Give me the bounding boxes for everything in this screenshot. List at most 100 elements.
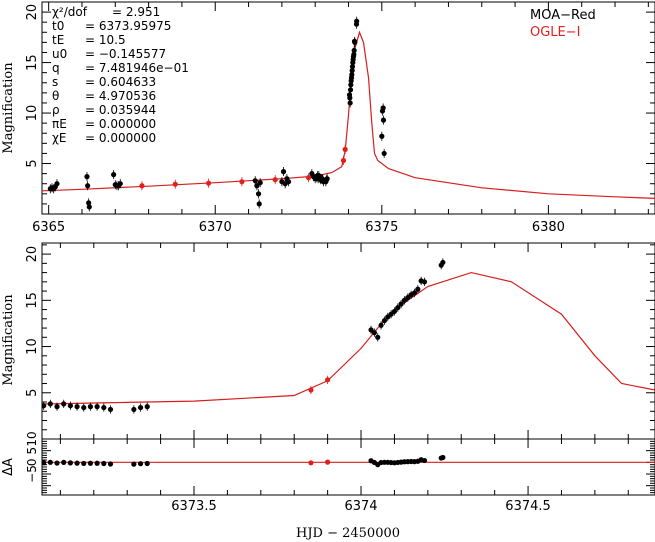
moa-point	[137, 404, 144, 411]
x-tick-label: 6374	[344, 499, 377, 514]
moa-point	[54, 181, 60, 187]
param-name: s	[52, 75, 58, 89]
moa-point	[255, 191, 262, 197]
residual-frame	[41, 438, 655, 496]
moa-point	[24, 404, 29, 409]
legend-ogle: OGLE−I	[530, 25, 581, 40]
moa-point	[285, 179, 292, 185]
moa-point	[375, 334, 381, 340]
param-name: πE	[52, 117, 67, 131]
moa-point	[421, 279, 428, 285]
moa-point	[85, 183, 91, 189]
y-tick-label: 5	[25, 159, 40, 167]
moa-point	[257, 180, 263, 186]
moa-point	[256, 201, 262, 207]
moa-point	[94, 404, 100, 410]
x-tick-label: 6373.5	[171, 499, 217, 514]
top-panel: 6365 6370 6375 6380 5 10 15 20	[25, 1, 655, 235]
moa-residual	[144, 460, 150, 467]
bottom-ylabel: Magnification	[1, 294, 16, 386]
param-name: u0	[52, 47, 67, 61]
top-ylabel: Magnification	[1, 62, 16, 154]
moa-point	[380, 105, 386, 111]
moa-point	[111, 172, 117, 178]
y-tick-label: 15	[25, 292, 40, 309]
top-plot-area	[42, 16, 655, 212]
moa-point	[371, 330, 377, 336]
x-tick-label: 6365	[32, 220, 65, 235]
y-tick-label: 10	[25, 431, 39, 446]
moa-residual	[87, 460, 94, 466]
moa-residual	[94, 460, 100, 466]
ogle-point	[272, 177, 278, 183]
moa-point	[47, 401, 53, 407]
param-value: = 6373.95975	[85, 19, 171, 33]
moa-residual	[42, 460, 47, 466]
ogle-point	[139, 183, 145, 189]
ogle-point	[325, 377, 331, 383]
param-value: = −0.145577	[85, 47, 166, 61]
y-tick-label: 10	[25, 338, 40, 355]
moa-point	[381, 150, 387, 157]
moa-residual	[61, 459, 67, 465]
x-tick-label: 6374.5	[505, 499, 551, 514]
moa-point	[61, 401, 67, 407]
param-name: ρ	[52, 103, 60, 117]
moa-point	[347, 100, 353, 106]
moa-point	[87, 404, 94, 410]
moa-point	[54, 404, 60, 410]
moa-residual	[81, 460, 87, 467]
moa-point	[391, 308, 398, 315]
moa-point	[107, 406, 114, 413]
ogle-point	[305, 175, 312, 181]
moa-point	[42, 403, 47, 409]
ogle-point	[239, 179, 245, 185]
model-curve	[42, 271, 655, 405]
moa-point	[74, 404, 80, 410]
moa-point	[86, 200, 92, 206]
param-value: = 0.604633	[85, 75, 156, 89]
moa-point	[354, 18, 360, 24]
moa-residual	[67, 460, 73, 466]
moa-residual	[440, 454, 446, 461]
moa-point	[378, 322, 384, 328]
bottom-plot-area	[8, 258, 655, 414]
param-value: = 0.035944	[85, 103, 156, 117]
moa-point	[379, 133, 385, 139]
moa-point	[324, 176, 330, 182]
param-value: = 4.970536	[85, 89, 156, 103]
y-tick-label: 0	[25, 459, 39, 467]
moa-point	[351, 47, 357, 54]
x-tick-label: 6370	[199, 220, 232, 235]
moa-point	[67, 403, 73, 409]
moa-residual	[101, 460, 107, 467]
ogle-point	[308, 387, 314, 393]
param-value: = 0.000000	[85, 131, 156, 145]
moa-residual	[54, 460, 60, 466]
moa-residual	[421, 457, 428, 464]
ogle-point	[172, 181, 178, 187]
y-tick-label: 20	[25, 4, 40, 21]
moa-point	[101, 404, 107, 411]
param-value: = 2.951	[112, 5, 160, 19]
moa-residual	[74, 460, 80, 466]
residual-plot-area	[42, 454, 655, 468]
params-box: χ²/dof = 2.951 t0 = 6373.95975 tE = 10.5 u0 = −…	[52, 5, 189, 145]
moa-point	[117, 181, 123, 187]
moa-residual	[107, 461, 114, 467]
moa-point	[440, 259, 446, 266]
x-tick-label: 6380	[532, 220, 565, 235]
param-name: χ²/dof	[52, 5, 88, 19]
residual-ylabel: ΔA	[1, 458, 16, 476]
moa-point	[380, 117, 387, 123]
param-value: = 10.5	[85, 33, 126, 47]
moa-point	[81, 404, 87, 411]
param-name: χE	[52, 131, 67, 145]
ogle-residual	[325, 459, 331, 465]
moa-point	[84, 174, 90, 180]
y-tick-label: −5	[25, 465, 39, 483]
moa-point	[144, 404, 150, 410]
moa-residual	[47, 459, 53, 465]
moa-point	[8, 402, 13, 407]
